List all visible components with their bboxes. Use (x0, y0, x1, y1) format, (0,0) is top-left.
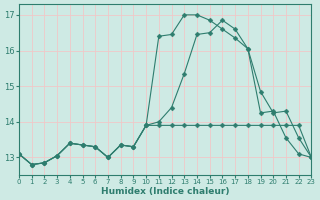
X-axis label: Humidex (Indice chaleur): Humidex (Indice chaleur) (101, 187, 229, 196)
